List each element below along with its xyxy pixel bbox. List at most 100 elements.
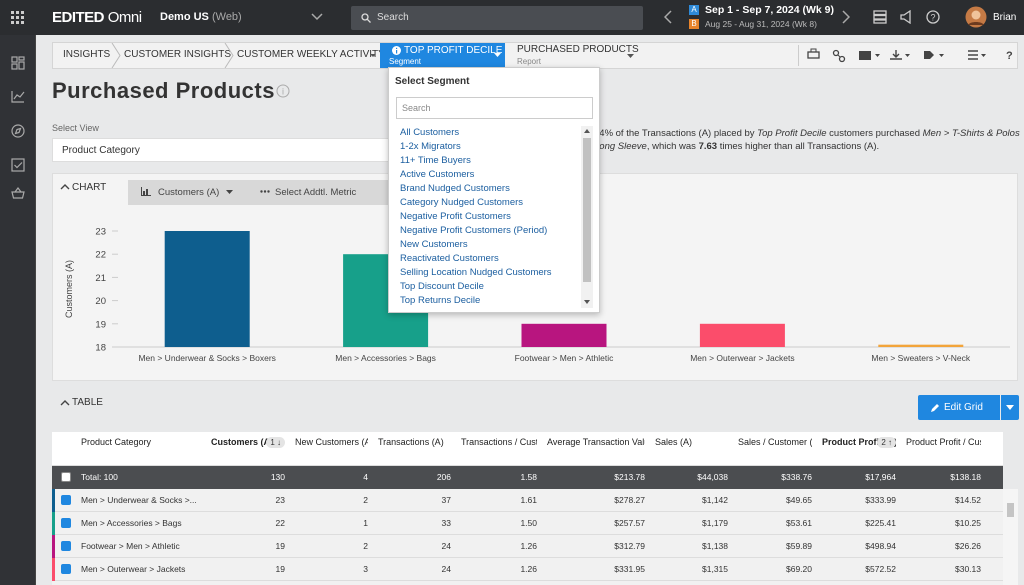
table-row [52, 489, 1003, 512]
insight-text: 34% of the Transactions (A) placed by [594, 128, 758, 139]
breadcrumb[interactable]: INSIGHTS [63, 49, 111, 60]
table-cell: $312.79 [614, 541, 645, 551]
table-cell: 22 [275, 518, 285, 528]
column-header[interactable]: New Customers (A) [295, 436, 368, 464]
storage-icon[interactable] [873, 10, 887, 24]
column-header[interactable]: Product Category [81, 436, 201, 464]
segment-option[interactable]: Brand Nudged Customers [400, 183, 510, 194]
segment-option[interactable]: 11+ Time Buyers [400, 155, 471, 166]
breadcrumb[interactable]: CUSTOMER WEEKLY ACTIVITY [237, 49, 385, 60]
segment-option[interactable]: Top Discount Decile [400, 281, 484, 292]
avatar[interactable] [965, 6, 987, 28]
column-header[interactable]: Transactions / Customer (A) [461, 436, 537, 464]
logo: EDITED Omni [52, 9, 142, 26]
row-checkbox[interactable] [61, 472, 71, 482]
metric-select[interactable]: Customers (A) [158, 187, 220, 198]
segment-option[interactable]: Top Returns Decile [400, 295, 481, 306]
period-b[interactable]: Aug 25 - Aug 31, 2024 (Wk 8) [705, 19, 817, 29]
apps-icon[interactable] [11, 11, 24, 24]
column-header[interactable]: Average Transaction Value (Full Transact… [547, 436, 645, 464]
table-cell: 2 [363, 495, 368, 505]
svg-text:?: ? [1006, 50, 1013, 62]
sort-badge: 1 ↓ [266, 437, 285, 448]
help-icon[interactable]: ? [926, 10, 940, 24]
dropdown-search-placeholder: Search [402, 103, 431, 113]
column-label: Product Category [81, 437, 152, 447]
segment-option[interactable]: Category Nudged Customers [400, 197, 524, 208]
segment-option[interactable]: New Customers [400, 239, 468, 250]
column-header[interactable]: Product Profit (A) 2 ↑ [822, 436, 896, 464]
edit-grid-button[interactable]: Edit Grid [918, 395, 1000, 420]
page-title: Purchased Products [52, 78, 275, 103]
segment-option[interactable]: Selling Location Nudged Customers [400, 267, 552, 278]
column-header[interactable]: Transactions (A) [378, 436, 451, 464]
account[interactable]: Demo US (Web) [160, 11, 242, 23]
dropdown-title: Select Segment [395, 76, 470, 87]
table-cell: $14.52 [955, 495, 981, 505]
segment-option[interactable]: Negative Profit Customers [400, 211, 511, 222]
sidebar-icons[interactable] [11, 56, 25, 206]
toolbar-icons[interactable]: ? [798, 43, 1018, 68]
next-period[interactable] [842, 10, 850, 24]
collapse-icon[interactable] [60, 183, 70, 190]
sort-badge: 2 ↑ [877, 437, 896, 448]
breadcrumb-active[interactable]: TOP PROFIT DECILE Segment [380, 43, 505, 68]
column-header[interactable]: Customers (A) 1 ↓ [211, 436, 285, 464]
row-checkbox[interactable] [61, 541, 71, 551]
account-chevron[interactable] [311, 13, 323, 21]
announce-icon[interactable] [899, 10, 915, 24]
scroll-thumb[interactable] [1007, 503, 1014, 517]
user-name[interactable]: Brian [993, 12, 1017, 23]
column-label: Transactions / Customer (A) [461, 437, 537, 447]
prev-period[interactable] [664, 10, 672, 24]
y-tick-label: 22 [95, 250, 106, 261]
insight-text: times higher than all Transactions (A). [717, 141, 880, 152]
segment-option[interactable]: All Customers [400, 127, 460, 138]
segment-option[interactable]: 1-2x Migrators [400, 141, 461, 152]
column-header[interactable]: Sales (A) [655, 436, 728, 464]
table-toggle[interactable]: TABLE [72, 397, 103, 408]
search-placeholder: Search [377, 12, 409, 23]
breadcrumb[interactable]: CUSTOMER INSIGHTS [124, 49, 232, 60]
table-scrollbar[interactable] [1003, 489, 1018, 585]
title-info-icon[interactable]: i [276, 84, 290, 98]
segment-option[interactable]: Reactivated Customers [400, 253, 499, 264]
row-color [52, 512, 55, 535]
edit-grid-menu[interactable] [1001, 395, 1019, 420]
insight-text: 7.63 [698, 141, 718, 152]
table-row [52, 512, 1003, 535]
table-cell: 1.26 [520, 564, 537, 574]
column-header[interactable]: Product Profit / Customer (A) [906, 436, 981, 464]
scroll-thumb[interactable] [583, 138, 591, 282]
dropdown-scrollbar[interactable] [581, 126, 593, 308]
period-a[interactable]: Sep 1 - Sep 7, 2024 (Wk 9) [705, 4, 834, 16]
caret [226, 190, 233, 194]
segment-option[interactable]: Negative Profit Customers (Period) [400, 225, 548, 236]
row-checkbox[interactable] [61, 495, 71, 505]
column-label: Product Profit (A) [822, 437, 896, 447]
table-cell: $498.94 [865, 541, 896, 551]
segment-option[interactable]: Active Customers [400, 169, 475, 180]
table-cell: 3 [363, 564, 368, 574]
collapse-icon[interactable] [60, 399, 70, 406]
table-cell: Footwear > Men > Athletic [81, 541, 180, 551]
column-label: Average Transaction Value (Full Transact… [547, 437, 645, 447]
y-tick-label: 23 [95, 227, 106, 238]
chart-toggle[interactable]: CHART [72, 182, 107, 193]
addl-metric-select[interactable]: Select Addtl. Metric [275, 187, 357, 198]
row-checkbox[interactable] [61, 564, 71, 574]
breadcrumb[interactable]: PURCHASED PRODUCTS [517, 44, 639, 55]
row-checkbox[interactable] [61, 518, 71, 528]
table-cell: $338.76 [781, 472, 812, 482]
search-box[interactable]: Search [351, 6, 643, 30]
top-bar: EDITED Omni Demo US (Web) Search A Sep 1… [0, 0, 1024, 35]
table-cell: 206 [436, 472, 451, 482]
column-header[interactable]: Sales / Customer (A) [738, 436, 812, 464]
table-cell: $30.13 [955, 564, 981, 574]
column-label: New Customers (A) [295, 437, 368, 447]
select-view[interactable]: Product Category [52, 138, 392, 162]
table-cell: 23 [275, 495, 285, 505]
dropdown-search[interactable]: Search [396, 97, 593, 119]
info-icon [392, 46, 401, 55]
